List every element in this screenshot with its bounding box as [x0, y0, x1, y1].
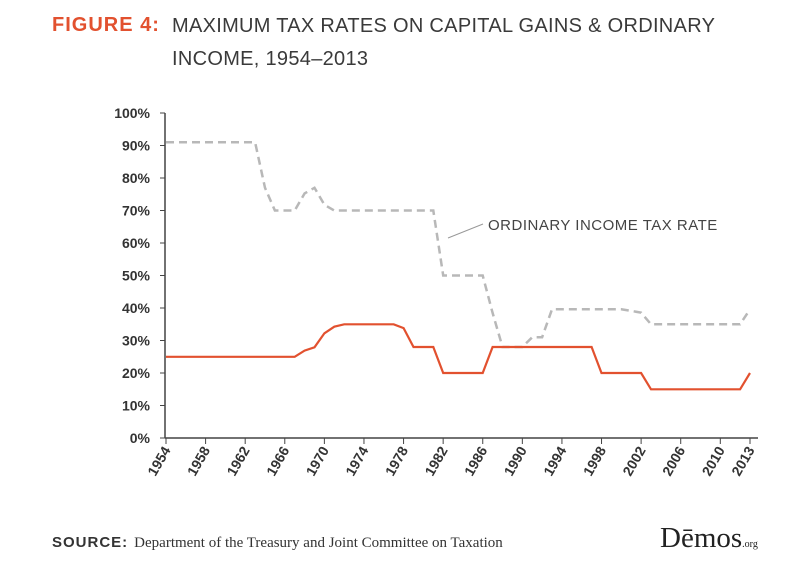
y-tick-label: 20%: [122, 365, 151, 381]
source-text: Department of the Treasury and Joint Com…: [134, 535, 503, 551]
y-tick-label: 10%: [122, 398, 151, 414]
y-tick-label: 80%: [122, 170, 151, 186]
logo-suffix: .org: [742, 539, 758, 550]
x-tick-label: 1990: [501, 443, 531, 478]
x-tick-label: 1986: [461, 443, 491, 478]
figure-label: FIGURE 4:: [52, 14, 160, 36]
x-tick-label: 2002: [619, 443, 649, 478]
x-tick-label: 2013: [728, 443, 758, 478]
series-line: [166, 141, 752, 349]
logo: Dēmos.org: [660, 522, 758, 555]
chart: 0% 10% 20% 30% 40% 50% 60% 70% 80% 90% 100% 1954 195…: [114, 105, 758, 478]
x-tick-label: 1994: [540, 443, 570, 478]
logo-name: Dēmos: [660, 522, 743, 554]
x-tick-label: 1970: [303, 443, 333, 478]
x-tick-label: 1998: [580, 443, 610, 478]
x-tick-label: 1958: [184, 443, 214, 478]
chart-title: MAXIMUM TAX RATES ON CAPITAL GAINS & ORD…: [172, 15, 715, 70]
y-tick-label: 0%: [130, 430, 151, 446]
x-tick-label: 1962: [223, 443, 253, 478]
x-tick-label: 1966: [263, 443, 293, 478]
series-annotation: ORDINARY INCOME TAX RATE: [488, 217, 718, 234]
x-tick-label: 1954: [144, 443, 174, 478]
x-tick-label: 2010: [698, 443, 728, 478]
y-tick-label: 70%: [122, 203, 151, 219]
x-tick-label: 2006: [659, 443, 689, 478]
source: SOURCE: Department of the Treasury and Jo…: [52, 534, 503, 552]
y-tick-label: 60%: [122, 235, 151, 251]
y-tick-label: 100%: [114, 105, 150, 121]
y-tick-label: 90%: [122, 138, 151, 154]
x-tick-label: 1974: [342, 443, 372, 478]
x-tick-label: 1982: [421, 443, 451, 478]
source-label: SOURCE:: [52, 534, 129, 551]
y-tick-label: 40%: [122, 300, 151, 316]
x-tick-label: 1978: [382, 443, 412, 478]
series-line: [166, 323, 751, 391]
annotation-leader: [447, 223, 484, 239]
y-tick-label: 50%: [122, 268, 151, 284]
y-tick-label: 30%: [122, 333, 151, 349]
